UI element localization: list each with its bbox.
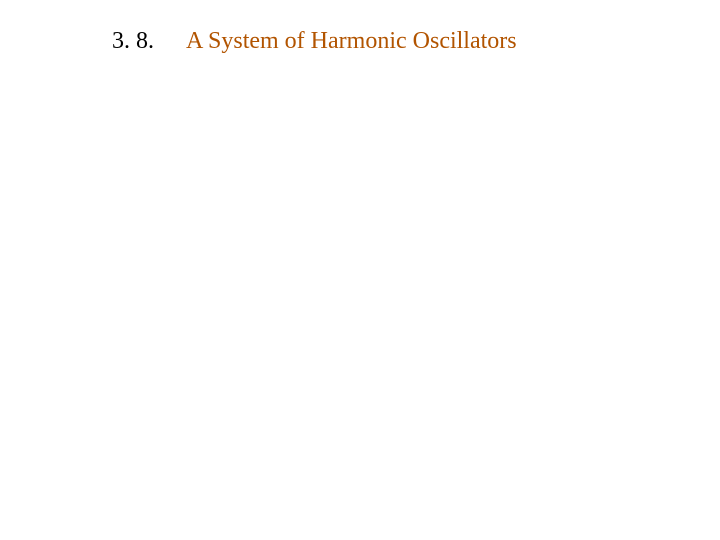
section-heading: 3. 8. A System of Harmonic Oscillators <box>0 28 720 55</box>
section-title: A System of Harmonic Oscillators <box>186 28 517 55</box>
section-number: 3. 8. <box>112 28 154 55</box>
